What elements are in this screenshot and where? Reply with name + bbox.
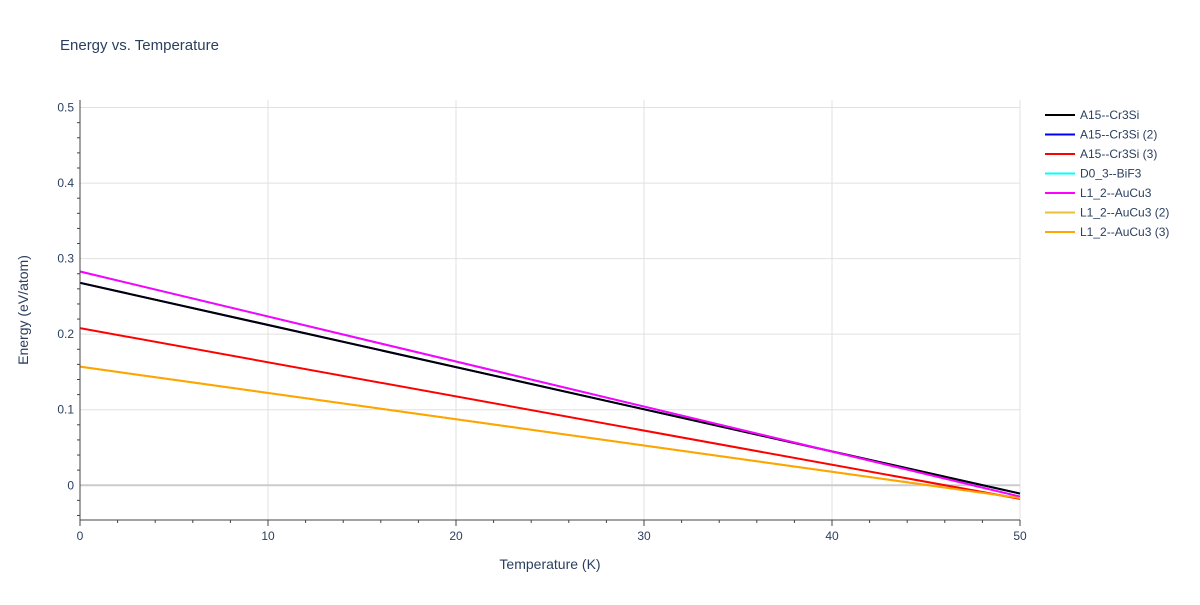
y-tick-label: 0 xyxy=(67,478,74,492)
x-axis-label: Temperature (K) xyxy=(499,556,600,572)
series-line xyxy=(79,270,1021,498)
y-tick-label: 0.4 xyxy=(57,176,74,190)
y-axis-label: Energy (eV/atom) xyxy=(15,255,31,365)
legend-label: A15--Cr3Si (2) xyxy=(1080,128,1157,142)
series-line xyxy=(79,327,1021,500)
x-tick-label: 10 xyxy=(261,529,275,543)
legend-label: L1_2--AuCu3 (3) xyxy=(1080,225,1169,239)
chart-title: Energy vs. Temperature xyxy=(60,37,219,54)
legend: A15--Cr3Si A15--Cr3Si (2) A15--Cr3Si (3) D0… xyxy=(1045,108,1169,239)
legend-label: A15--Cr3Si xyxy=(1080,108,1139,122)
y-tick-label: 0.1 xyxy=(57,403,74,417)
y-tick-label: 0.3 xyxy=(57,252,74,266)
x-tick-label: 30 xyxy=(637,529,651,543)
x-tick-label: 40 xyxy=(825,529,839,543)
legend-label: L1_2--AuCu3 (2) xyxy=(1080,206,1169,220)
x-tick-label: 0 xyxy=(77,529,84,543)
y-tick-label: 0.5 xyxy=(57,101,74,115)
x-tick-label: 20 xyxy=(449,529,463,543)
y-tick-label: 0.2 xyxy=(57,327,74,341)
x-tick-label: 50 xyxy=(1013,529,1027,543)
series-line xyxy=(79,365,1021,500)
legend-label: A15--Cr3Si (3) xyxy=(1080,147,1157,161)
legend-label: L1_2--AuCu3 xyxy=(1080,186,1152,200)
legend-label: D0_3--BiF3 xyxy=(1080,167,1142,181)
